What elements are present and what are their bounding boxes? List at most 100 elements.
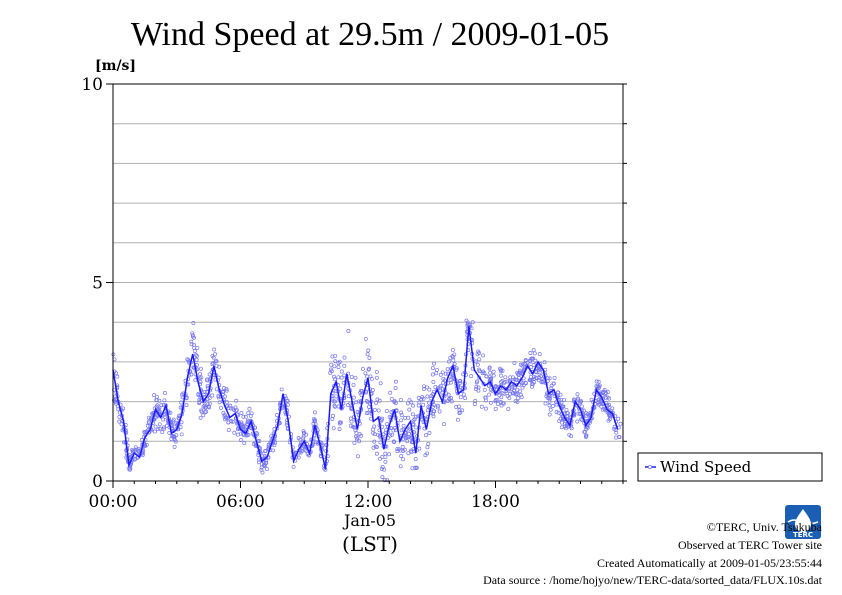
scatter-point — [369, 376, 374, 381]
scatter-point — [401, 457, 406, 462]
scatter-point — [226, 405, 231, 410]
scatter-point — [425, 394, 430, 399]
scatter-point — [441, 380, 446, 385]
scatter-point — [152, 393, 157, 398]
scatter-point — [376, 408, 381, 413]
scatter-point — [598, 399, 603, 403]
scatter-point — [383, 451, 388, 456]
scatter-point — [378, 440, 383, 445]
scatter-point — [202, 390, 207, 394]
scatter-point — [365, 352, 370, 357]
legend-label-wind-speed: Wind Speed — [660, 458, 752, 476]
scatter-point — [521, 362, 526, 367]
scatter-point — [354, 434, 358, 439]
scatter-point — [331, 426, 336, 431]
scatter-point — [457, 411, 462, 416]
scatter-point — [612, 426, 617, 431]
scatter-point — [393, 386, 398, 391]
scatter-point — [375, 397, 380, 402]
scatter-point — [217, 364, 222, 369]
scatter-point — [430, 366, 435, 371]
scatter-point — [185, 357, 190, 362]
scatter-point — [537, 376, 542, 381]
scatter-point — [614, 435, 619, 440]
scatter-point — [238, 438, 243, 442]
scatter-point — [575, 419, 580, 424]
scatter-point — [547, 412, 552, 417]
scatter-point — [213, 352, 217, 357]
scatter-point — [602, 406, 607, 411]
scatter-point — [207, 372, 212, 377]
scatter-point — [497, 393, 502, 398]
scatter-point — [569, 426, 574, 431]
scatter-point — [447, 396, 452, 401]
scatter-point — [511, 391, 516, 395]
scatter-point — [413, 457, 418, 462]
scatter-point — [385, 478, 390, 483]
scatter-point — [356, 399, 361, 404]
scatter-point — [329, 362, 334, 367]
scatter-point — [441, 377, 446, 381]
scatter-point — [473, 399, 478, 403]
scatter-point — [596, 402, 601, 407]
scatter-point — [382, 478, 387, 483]
scatter-point — [197, 401, 202, 406]
scatter-point — [398, 397, 403, 402]
scatter-point — [488, 387, 493, 392]
scatter-point — [510, 386, 514, 391]
scatter-point — [605, 395, 610, 400]
scatter-point — [146, 415, 151, 420]
scatter-point — [236, 432, 240, 437]
scatter-point — [399, 428, 404, 433]
scatter-point — [301, 434, 306, 439]
scatter-point — [346, 371, 351, 376]
scatter-point — [342, 363, 347, 368]
scatter-point — [426, 404, 431, 409]
scatter-point — [145, 423, 150, 428]
scatter-point — [193, 378, 198, 383]
scatter-point — [519, 395, 524, 400]
scatter-point — [537, 367, 542, 372]
scatter-point — [221, 411, 226, 415]
scatter-point — [366, 404, 371, 409]
scatter-point — [488, 400, 493, 405]
scatter-point — [259, 462, 264, 467]
scatter-point — [433, 385, 438, 390]
scatter-point — [423, 453, 428, 458]
scatter-point — [262, 462, 266, 467]
legend-box — [637, 452, 823, 482]
scatter-point — [422, 386, 426, 391]
scatter-points — [111, 318, 623, 483]
scatter-point — [390, 432, 394, 437]
scatter-point — [554, 410, 559, 415]
scatter-point — [384, 409, 389, 414]
scatter-point — [618, 421, 623, 426]
scatter-point — [399, 454, 404, 458]
scatter-point — [216, 394, 221, 398]
scatter-point — [371, 430, 376, 435]
scatter-point — [491, 369, 496, 374]
scatter-point — [332, 377, 337, 382]
scatter-point — [179, 420, 184, 425]
scatter-point — [133, 456, 138, 461]
scatter-point — [528, 374, 533, 379]
scatter-point — [205, 402, 210, 407]
scatter-point — [387, 452, 392, 457]
scatter-point — [242, 423, 247, 428]
scatter-point — [300, 441, 305, 446]
scatter-point — [543, 401, 548, 406]
scatter-point — [133, 445, 138, 450]
scatter-point — [349, 419, 354, 424]
scatter-point — [357, 432, 362, 437]
scatter-point — [336, 361, 341, 365]
y-axis: 0 5 10 — [81, 75, 627, 492]
scatter-point — [495, 397, 500, 402]
scatter-point — [329, 367, 333, 372]
scatter-point — [465, 321, 470, 326]
scatter-point — [427, 400, 431, 405]
scatter-point — [518, 392, 523, 397]
scatter-point — [491, 373, 496, 378]
scatter-point — [391, 439, 396, 444]
scatter-point — [406, 415, 411, 420]
scatter-point — [143, 443, 148, 448]
